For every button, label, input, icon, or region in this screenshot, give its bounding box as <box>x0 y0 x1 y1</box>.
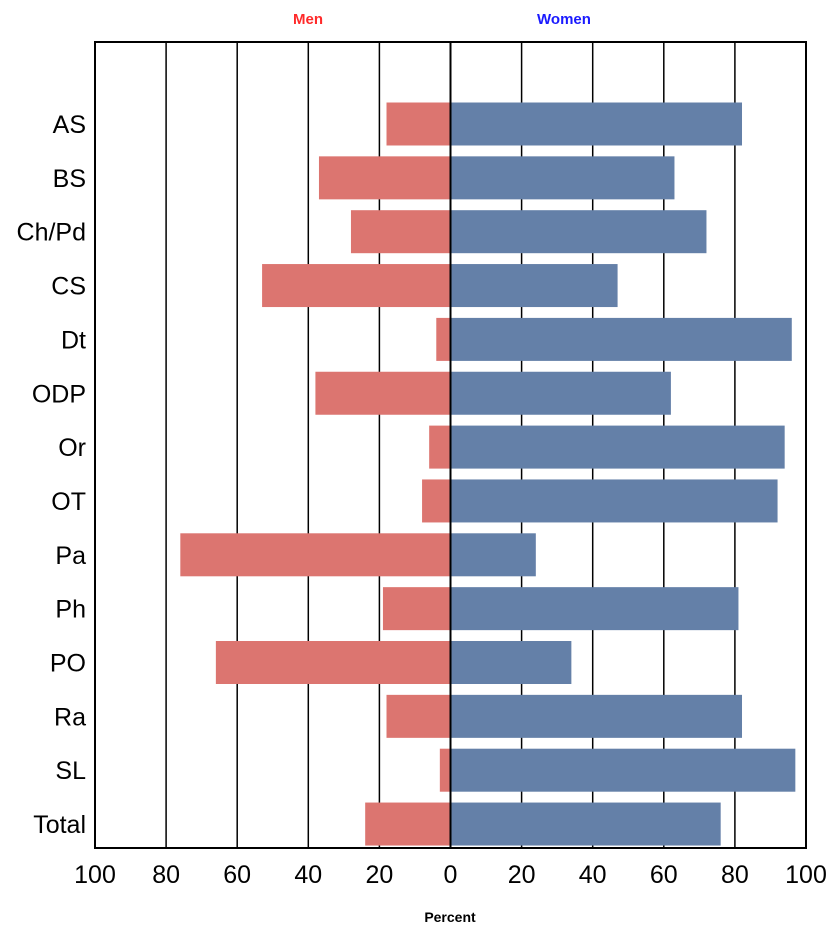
bar-men <box>180 533 451 577</box>
category-label: Or <box>58 434 86 462</box>
category-label: Ch/Pd <box>17 219 86 247</box>
bar-men <box>382 587 451 631</box>
x-tick-label: 60 <box>223 861 251 889</box>
x-tick-label: 40 <box>294 861 322 889</box>
category-label: Pa <box>55 542 86 570</box>
bar-men <box>386 102 451 146</box>
bar-women <box>450 533 536 577</box>
category-label: ODP <box>32 380 86 408</box>
category-label: PO <box>50 650 86 678</box>
x-tick-label: 40 <box>579 861 607 889</box>
bar-women <box>450 694 743 738</box>
category-label: OT <box>51 488 86 516</box>
bar-men <box>318 156 451 200</box>
bar-men <box>262 264 451 308</box>
bars <box>180 102 796 846</box>
bar-women <box>450 641 572 684</box>
bar-women <box>450 479 778 523</box>
bar-men <box>315 371 451 415</box>
category-label: BS <box>53 165 86 193</box>
bar-women <box>450 802 721 846</box>
category-label: CS <box>51 273 86 301</box>
x-tick-label: 100 <box>785 861 827 889</box>
x-tick-label: 100 <box>74 861 116 889</box>
category-labels: AS BS Ch/Pd CS Dt ODP Or OT Pa Ph PO Ra SL Total <box>17 111 87 839</box>
bar-women <box>450 317 792 361</box>
bar-men <box>436 317 451 361</box>
category-label: Dt <box>61 326 86 354</box>
bar-women <box>450 425 785 469</box>
bar-men <box>215 641 451 684</box>
bar-men <box>429 425 451 469</box>
x-axis-title: Percent <box>424 909 476 925</box>
bar-men <box>386 694 451 738</box>
legend-women: Women <box>537 11 591 28</box>
bar-women <box>450 748 796 792</box>
category-label: Ra <box>54 703 86 731</box>
bar-women <box>450 264 618 308</box>
bar-women <box>450 102 743 146</box>
bar-men <box>350 210 451 254</box>
category-label: Total <box>33 811 86 839</box>
bar-women <box>450 587 739 631</box>
x-tick-label: 60 <box>650 861 678 889</box>
x-tick-label: 0 <box>444 861 458 889</box>
category-label: Ph <box>55 596 86 624</box>
plot-frame <box>94 41 807 849</box>
x-tick-label: 80 <box>152 861 180 889</box>
legend-men: Men <box>293 11 323 28</box>
bar-women <box>450 210 707 254</box>
bar-men <box>422 479 451 523</box>
x-tick-labels: 100 80 60 40 20 0 20 40 60 80 100 <box>74 861 827 889</box>
category-label: SL <box>55 757 86 785</box>
bar-women <box>450 156 675 200</box>
x-tick-label: 20 <box>365 861 393 889</box>
bar-men <box>439 748 451 792</box>
x-tick-label: 20 <box>508 861 536 889</box>
category-label: AS <box>53 111 86 139</box>
bar-women <box>450 371 671 415</box>
x-tick-label: 80 <box>721 861 749 889</box>
bar-men <box>365 802 451 846</box>
